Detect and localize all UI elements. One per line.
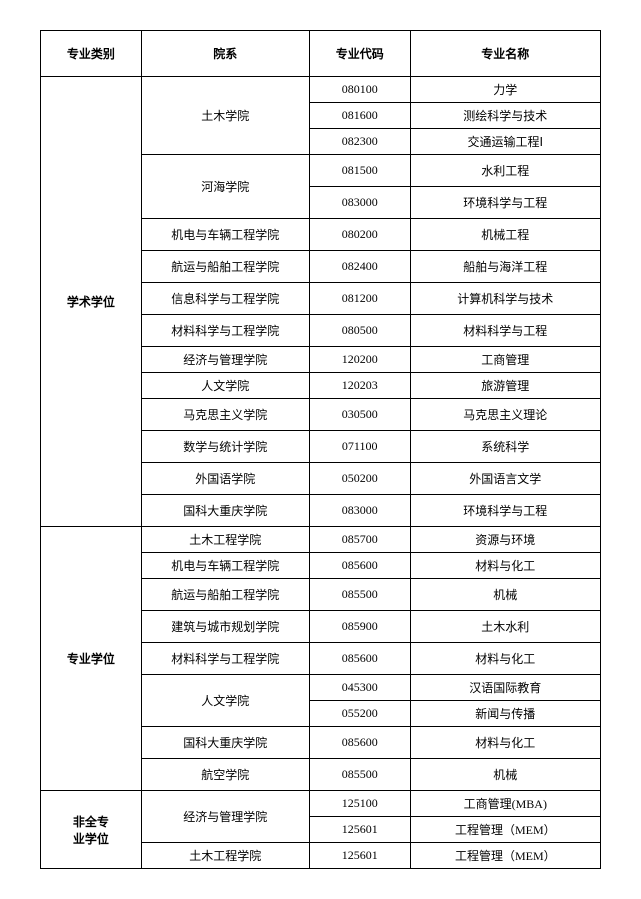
category-cell: 非全专业学位 bbox=[41, 791, 142, 869]
table-row: 非全专业学位经济与管理学院125100工商管理(MBA) bbox=[41, 791, 601, 817]
major-cell: 材料与化工 bbox=[410, 643, 600, 675]
major-cell: 材料科学与工程 bbox=[410, 315, 600, 347]
department-cell: 人文学院 bbox=[141, 373, 309, 399]
code-cell: 085500 bbox=[309, 579, 410, 611]
category-cell: 专业学位 bbox=[41, 527, 142, 791]
department-cell: 航空学院 bbox=[141, 759, 309, 791]
department-cell: 国科大重庆学院 bbox=[141, 495, 309, 527]
code-cell: 085500 bbox=[309, 759, 410, 791]
major-cell: 机械 bbox=[410, 579, 600, 611]
header-category: 专业类别 bbox=[41, 31, 142, 77]
major-cell: 工商管理 bbox=[410, 347, 600, 373]
code-cell: 125100 bbox=[309, 791, 410, 817]
header-major: 专业名称 bbox=[410, 31, 600, 77]
code-cell: 030500 bbox=[309, 399, 410, 431]
code-cell: 083000 bbox=[309, 187, 410, 219]
code-cell: 085700 bbox=[309, 527, 410, 553]
department-cell: 土木工程学院 bbox=[141, 527, 309, 553]
code-cell: 081600 bbox=[309, 103, 410, 129]
code-cell: 085600 bbox=[309, 553, 410, 579]
major-cell: 工程管理（MEM） bbox=[410, 817, 600, 843]
major-cell: 新闻与传播 bbox=[410, 701, 600, 727]
major-cell: 水利工程 bbox=[410, 155, 600, 187]
department-cell: 土木学院 bbox=[141, 77, 309, 155]
code-cell: 080200 bbox=[309, 219, 410, 251]
major-cell: 计算机科学与技术 bbox=[410, 283, 600, 315]
major-cell: 资源与环境 bbox=[410, 527, 600, 553]
major-cell: 旅游管理 bbox=[410, 373, 600, 399]
code-cell: 071100 bbox=[309, 431, 410, 463]
code-cell: 085600 bbox=[309, 727, 410, 759]
major-cell: 汉语国际教育 bbox=[410, 675, 600, 701]
code-cell: 120203 bbox=[309, 373, 410, 399]
major-cell: 马克思主义理论 bbox=[410, 399, 600, 431]
code-cell: 085900 bbox=[309, 611, 410, 643]
major-cell: 外国语言文学 bbox=[410, 463, 600, 495]
department-cell: 经济与管理学院 bbox=[141, 791, 309, 843]
major-cell: 系统科学 bbox=[410, 431, 600, 463]
code-cell: 045300 bbox=[309, 675, 410, 701]
code-cell: 055200 bbox=[309, 701, 410, 727]
header-department: 院系 bbox=[141, 31, 309, 77]
table-row: 专业学位土木工程学院085700资源与环境 bbox=[41, 527, 601, 553]
department-cell: 信息科学与工程学院 bbox=[141, 283, 309, 315]
department-cell: 建筑与城市规划学院 bbox=[141, 611, 309, 643]
major-cell: 工程管理（MEM） bbox=[410, 843, 600, 869]
major-cell: 环境科学与工程 bbox=[410, 187, 600, 219]
code-cell: 080500 bbox=[309, 315, 410, 347]
table-body: 学术学位土木学院080100力学081600测绘科学与技术082300交通运输工… bbox=[41, 77, 601, 869]
department-cell: 材料科学与工程学院 bbox=[141, 643, 309, 675]
department-cell: 经济与管理学院 bbox=[141, 347, 309, 373]
department-cell: 航运与船舶工程学院 bbox=[141, 579, 309, 611]
major-cell: 土木水利 bbox=[410, 611, 600, 643]
major-cell: 材料与化工 bbox=[410, 553, 600, 579]
code-cell: 050200 bbox=[309, 463, 410, 495]
category-cell: 学术学位 bbox=[41, 77, 142, 527]
department-cell: 国科大重庆学院 bbox=[141, 727, 309, 759]
major-cell: 交通运输工程Ⅰ bbox=[410, 129, 600, 155]
header-code: 专业代码 bbox=[309, 31, 410, 77]
department-cell: 数学与统计学院 bbox=[141, 431, 309, 463]
department-cell: 马克思主义学院 bbox=[141, 399, 309, 431]
department-cell: 航运与船舶工程学院 bbox=[141, 251, 309, 283]
code-cell: 083000 bbox=[309, 495, 410, 527]
major-cell: 材料与化工 bbox=[410, 727, 600, 759]
department-cell: 河海学院 bbox=[141, 155, 309, 219]
major-cell: 测绘科学与技术 bbox=[410, 103, 600, 129]
table-row: 学术学位土木学院080100力学 bbox=[41, 77, 601, 103]
department-cell: 机电与车辆工程学院 bbox=[141, 553, 309, 579]
table-header-row: 专业类别 院系 专业代码 专业名称 bbox=[41, 31, 601, 77]
majors-table: 专业类别 院系 专业代码 专业名称 学术学位土木学院080100力学081600… bbox=[40, 30, 601, 869]
code-cell: 080100 bbox=[309, 77, 410, 103]
code-cell: 082400 bbox=[309, 251, 410, 283]
code-cell: 125601 bbox=[309, 843, 410, 869]
major-cell: 环境科学与工程 bbox=[410, 495, 600, 527]
major-cell: 机械工程 bbox=[410, 219, 600, 251]
department-cell: 材料科学与工程学院 bbox=[141, 315, 309, 347]
code-cell: 085600 bbox=[309, 643, 410, 675]
department-cell: 外国语学院 bbox=[141, 463, 309, 495]
department-cell: 土木工程学院 bbox=[141, 843, 309, 869]
department-cell: 机电与车辆工程学院 bbox=[141, 219, 309, 251]
code-cell: 081200 bbox=[309, 283, 410, 315]
code-cell: 125601 bbox=[309, 817, 410, 843]
major-cell: 力学 bbox=[410, 77, 600, 103]
department-cell: 人文学院 bbox=[141, 675, 309, 727]
code-cell: 082300 bbox=[309, 129, 410, 155]
code-cell: 081500 bbox=[309, 155, 410, 187]
code-cell: 120200 bbox=[309, 347, 410, 373]
major-cell: 船舶与海洋工程 bbox=[410, 251, 600, 283]
major-cell: 工商管理(MBA) bbox=[410, 791, 600, 817]
major-cell: 机械 bbox=[410, 759, 600, 791]
